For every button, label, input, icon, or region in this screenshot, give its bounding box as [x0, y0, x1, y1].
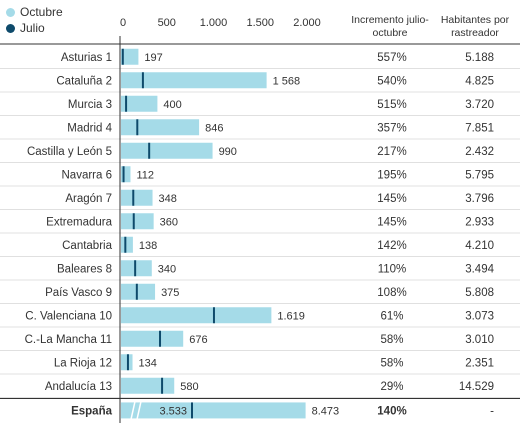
row-label: Andalucía 13 — [45, 381, 112, 393]
ratio-value: 3.796 — [465, 193, 494, 205]
octubre-value-label: 8.473 — [312, 405, 340, 417]
row-label: Murcia 3 — [68, 99, 112, 111]
increase-value: 145% — [377, 193, 406, 205]
total-label: España — [71, 405, 113, 417]
legend: Octubre Julio — [6, 4, 63, 36]
axis-break-mark — [136, 401, 142, 420]
julio-value-label: 3.533 — [159, 405, 187, 417]
octubre-value-label: 340 — [158, 263, 176, 275]
octubre-value-label: 197 — [144, 52, 162, 64]
increase-value: 108% — [377, 287, 406, 299]
increase-value: 217% — [377, 146, 406, 158]
octubre-value-label: 1.619 — [277, 310, 305, 322]
ratio-value: 3.073 — [465, 310, 494, 322]
row-label: C.-La Mancha 11 — [25, 334, 112, 346]
octubre-bar — [121, 330, 184, 347]
octubre-bar — [121, 236, 133, 253]
octubre-bar — [121, 260, 152, 277]
increase-value: 58% — [380, 357, 403, 369]
octubre-bar — [121, 166, 131, 183]
ratio-value: 2.432 — [465, 146, 494, 158]
row-label: País Vasco 9 — [45, 287, 112, 299]
legend-item-octubre: Octubre — [6, 4, 63, 20]
row-label: Cataluña 2 — [56, 75, 112, 87]
x-tick-label: 2.000 — [293, 17, 321, 29]
increase-value: 357% — [377, 122, 406, 134]
ratio-value: 3.010 — [465, 334, 494, 346]
octubre-bar — [121, 48, 139, 65]
increase-value: 61% — [380, 310, 403, 322]
ratio-value: 5.808 — [465, 287, 494, 299]
x-tick-label: 1.000 — [200, 17, 228, 29]
ratio-value: 5.188 — [465, 52, 494, 64]
octubre-bar — [121, 95, 158, 112]
x-tick-label: 500 — [158, 17, 176, 29]
legend-label-octubre: Octubre — [20, 5, 63, 19]
octubre-value-label: 846 — [205, 122, 223, 134]
increase-value: 557% — [377, 52, 406, 64]
octubre-bar — [121, 213, 154, 230]
increase-value: 110% — [378, 263, 407, 275]
octubre-bar — [121, 119, 200, 136]
ratio-value: - — [490, 405, 494, 417]
octubre-bar — [121, 142, 213, 159]
ratio-value: 3.494 — [465, 263, 494, 275]
increase-value: 142% — [377, 240, 406, 252]
legend-label-julio: Julio — [20, 21, 45, 35]
octubre-value-label: 990 — [219, 146, 237, 158]
julio-swatch — [6, 23, 15, 33]
octubre-value-label: 360 — [160, 216, 178, 228]
octubre-value-label: 112 — [136, 169, 154, 181]
increase-value: 515% — [377, 99, 406, 111]
ratio-value: 2.933 — [465, 216, 494, 228]
octubre-swatch — [6, 7, 15, 17]
legend-item-julio: Julio — [6, 20, 63, 36]
total-bar — [121, 402, 306, 419]
ratio-value: 5.795 — [465, 169, 494, 181]
row-label: La Rioja 12 — [54, 357, 112, 369]
ratio-value: 14.529 — [459, 381, 494, 393]
increase-value: 140% — [377, 405, 406, 417]
octubre-bar — [121, 189, 153, 206]
octubre-bar — [121, 307, 272, 324]
ratio-value: 3.720 — [465, 99, 494, 111]
row-label: Madrid 4 — [67, 122, 112, 134]
x-tick-label: 1.500 — [246, 17, 274, 29]
x-tick-label: 0 — [120, 17, 126, 29]
row-label: Castilla y León 5 — [27, 146, 112, 158]
increase-value: 540% — [377, 75, 406, 87]
increase-value: 145% — [377, 216, 406, 228]
row-label: Cantabria — [62, 240, 112, 252]
row-label: Navarra 6 — [62, 169, 113, 181]
ratio-value: 4.825 — [465, 75, 494, 87]
octubre-value-label: 400 — [163, 99, 181, 111]
octubre-value-label: 134 — [139, 357, 157, 369]
octubre-bar — [121, 354, 133, 371]
row-label: Aragón 7 — [65, 193, 112, 205]
octubre-value-label: 1 568 — [273, 75, 301, 87]
octubre-value-label: 138 — [139, 240, 157, 252]
increase-value: 29% — [380, 381, 403, 393]
row-label: Extremadura — [46, 216, 112, 228]
octubre-value-label: 375 — [161, 287, 179, 299]
ratio-column-header: Habitantes por rastreador — [440, 14, 510, 39]
octubre-value-label: 676 — [189, 334, 207, 346]
octubre-bar — [121, 283, 156, 300]
octubre-value-label: 348 — [159, 193, 177, 205]
octubre-bar — [121, 72, 267, 89]
increase-column-header: Incremento julio-octubre — [351, 14, 429, 39]
row-label: C. Valenciana 10 — [25, 310, 112, 322]
increase-value: 58% — [380, 334, 403, 346]
octubre-bar — [121, 377, 175, 394]
ratio-value: 2.351 — [465, 357, 494, 369]
row-label: Baleares 8 — [57, 263, 112, 275]
ratio-value: 4.210 — [465, 240, 494, 252]
octubre-value-label: 580 — [180, 381, 198, 393]
increase-value: 195% — [377, 169, 406, 181]
ratio-value: 7.851 — [465, 122, 494, 134]
row-label: Asturias 1 — [61, 52, 112, 64]
axis-break-mark — [130, 401, 136, 420]
